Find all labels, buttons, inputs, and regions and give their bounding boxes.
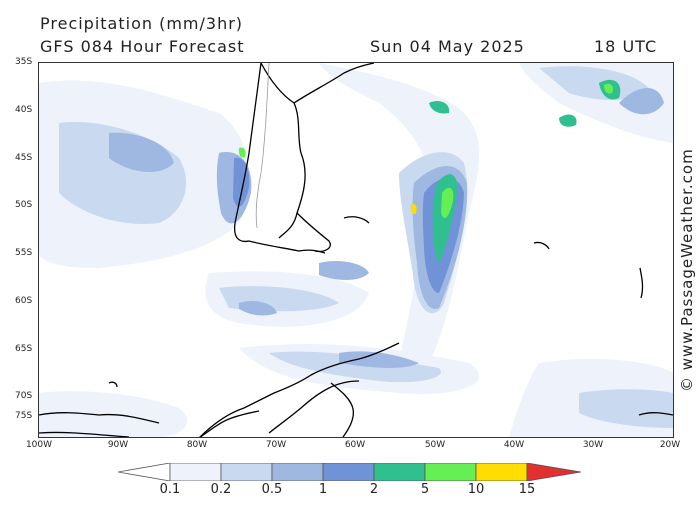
lon-label-40w: 40W (503, 440, 525, 450)
country-border (255, 62, 270, 229)
legend-arrow-high (526, 463, 582, 481)
coastlines (38, 62, 674, 439)
precip-5-areas (238, 83, 614, 219)
legend-label-0.5: 0.5 (261, 482, 283, 497)
forecast-subtitle: GFS 084 Hour Forecast (40, 37, 245, 56)
lat-label-35s: 35S (15, 57, 33, 67)
map-title: Precipitation (mm/3hr) (40, 14, 244, 33)
legend-swatch-4 (373, 463, 426, 481)
lon-label-60w: 60W (344, 440, 366, 450)
lon-label-70w: 70W (265, 440, 287, 450)
forecast-date: Sun 04 May 2025 (370, 37, 525, 56)
legend-swatch-3 (322, 463, 375, 481)
lon-label-30w: 30W (582, 440, 604, 450)
lat-label-70s: 70S (15, 391, 33, 401)
lon-label-50w: 50W (424, 440, 446, 450)
lon-label-90w: 90W (107, 440, 129, 450)
legend-arrow-low (118, 463, 171, 481)
forecast-time: 18 UTC (594, 37, 658, 56)
legend-swatch-0 (169, 463, 222, 481)
lat-label-40s: 40S (15, 105, 33, 115)
site-credit: © www.PassageWeather.com (678, 148, 696, 392)
lon-label-20w: 20W (659, 440, 681, 450)
legend-label-10: 10 (467, 482, 485, 497)
map-canvas (38, 62, 674, 439)
lat-label-45s: 45S (15, 153, 33, 163)
lon-label-100w: 100W (25, 440, 53, 450)
legend-label-5: 5 (420, 482, 430, 497)
precip-10-areas (410, 203, 417, 215)
legend-label-15: 15 (518, 482, 536, 497)
lat-label-55s: 55S (15, 248, 33, 258)
precipitation-map (38, 62, 674, 439)
lat-label-75s: 75S (15, 411, 33, 421)
legend-label-0.2: 0.2 (210, 482, 232, 497)
legend-swatch-2 (271, 463, 324, 481)
legend-swatch-1 (220, 463, 273, 481)
legend-label-1: 1 (318, 482, 328, 497)
precip-legend-bar (118, 463, 582, 481)
lat-label-50s: 50S (15, 200, 33, 210)
lat-label-60s: 60S (15, 296, 33, 306)
legend-swatch-5 (424, 463, 477, 481)
lon-label-80w: 80W (186, 440, 208, 450)
legend-label-0.1: 0.1 (159, 482, 181, 497)
legend-swatch-6 (475, 463, 528, 481)
legend-label-2: 2 (369, 482, 379, 497)
lat-label-65s: 65S (15, 344, 33, 354)
